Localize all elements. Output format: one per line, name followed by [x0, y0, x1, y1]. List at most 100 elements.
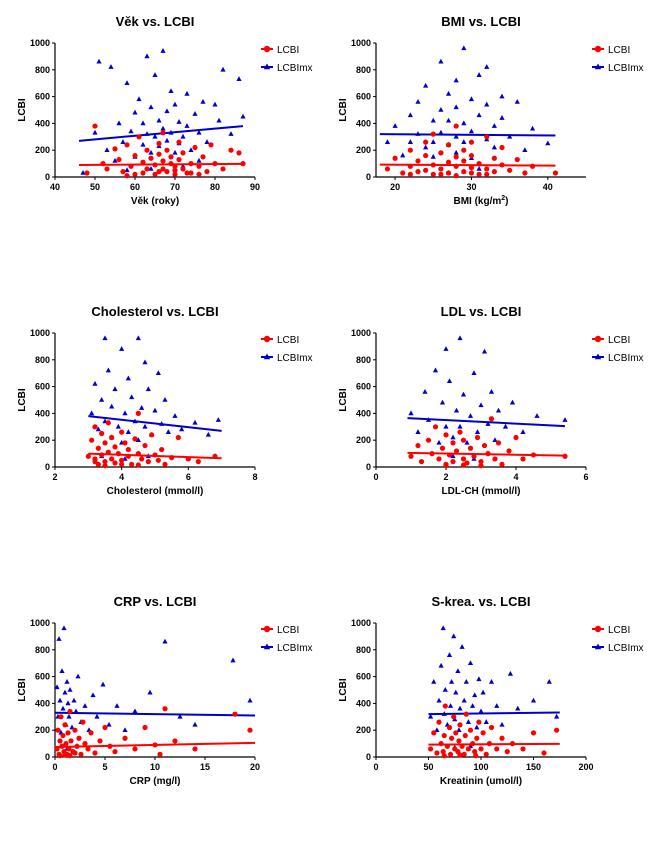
lcbi-point	[415, 169, 421, 175]
lcbi-point	[453, 123, 459, 129]
lcbi-point	[192, 144, 198, 151]
lcbi-point	[463, 711, 469, 717]
legend-label: LCBImx	[277, 643, 313, 654]
lcbi-point	[112, 444, 118, 450]
lcbi-point	[492, 456, 498, 462]
lcbi-point	[168, 154, 174, 160]
lcbimx-point	[545, 140, 551, 146]
lcbimx-point	[456, 727, 462, 732]
lcbimx-point	[152, 72, 158, 77]
lcbi-point	[461, 751, 467, 757]
y-tick-label: 0	[45, 752, 50, 762]
lcbi-point	[144, 147, 150, 153]
y-tick-label: 400	[356, 698, 371, 708]
lcbimx-point	[430, 117, 436, 123]
lcbi-point	[461, 169, 467, 175]
lcbi-point	[484, 134, 490, 140]
lcbimx-point	[461, 697, 467, 703]
trend-line-lcbi	[88, 452, 222, 460]
lcbi-point	[451, 714, 457, 720]
lcbimx-point	[216, 117, 222, 123]
lcbi-point	[461, 147, 467, 153]
lcbimx-point	[155, 370, 161, 375]
lcbi-point	[125, 446, 131, 453]
legend-marker-circle	[263, 45, 271, 53]
lcbi-point	[552, 170, 559, 176]
lcbi-point	[491, 169, 497, 175]
lcbimx-point	[142, 423, 148, 429]
lcbimx-point	[509, 399, 516, 405]
lcbi-point	[520, 746, 526, 752]
lcbi-point	[159, 446, 165, 453]
lcbi-point	[456, 738, 462, 744]
x-axis-label-text: CRP (mg/l)	[130, 776, 181, 787]
y-tick-label: 800	[35, 645, 50, 655]
lcbimx-point	[476, 72, 482, 77]
y-axis-label: LCBI	[338, 388, 349, 412]
y-tick-label: 0	[366, 462, 371, 472]
y-tick-label: 800	[35, 355, 50, 365]
lcbi-point	[436, 719, 442, 725]
lcbimx-point	[184, 123, 190, 128]
lcbi-point	[192, 746, 198, 752]
lcbi-point	[430, 171, 436, 177]
lcbimx-point	[109, 403, 115, 409]
lcbimx-point	[104, 147, 110, 152]
trend-line-lcbi	[407, 451, 566, 457]
lcbimx-point	[165, 429, 171, 434]
lcbi-point	[160, 166, 166, 172]
lcbimx-point	[472, 692, 478, 698]
series-lcbi	[407, 416, 568, 469]
lcbi-point	[460, 456, 467, 462]
lcbi-point	[136, 134, 142, 140]
lcbi-point	[499, 735, 505, 741]
lcbi-point	[407, 147, 413, 153]
lcbimx-point	[520, 429, 526, 434]
legend-label: LCBI	[608, 625, 630, 636]
lcbimx-point	[56, 636, 62, 641]
x-tick-label: 4	[119, 472, 124, 482]
lcbimx-point	[485, 421, 491, 426]
x-tick-label: 30	[466, 182, 476, 192]
lcbimx-point	[204, 139, 210, 144]
lcbimx-point	[132, 708, 138, 714]
lcbimx-point	[438, 58, 444, 64]
lcbi-point	[453, 448, 460, 454]
lcbimx-point	[192, 111, 198, 116]
chart-svg: Cholesterol vs. LCBI 0 200 400 600 800 1000 2 4 6…	[17, 304, 313, 497]
lcbimx-point	[446, 652, 453, 657]
x-tick-label: 0	[373, 472, 378, 482]
lcbimx-point	[192, 721, 198, 727]
x-axis-label-end: )	[505, 196, 508, 207]
lcbimx-point	[179, 426, 185, 432]
lcbi-point	[453, 730, 459, 736]
x-tick-label: 70	[170, 182, 180, 192]
lcbi-point	[200, 154, 206, 160]
legend-marker-triangle	[594, 63, 602, 70]
lcbimx-point	[407, 112, 413, 118]
lcbimx-point	[152, 407, 158, 413]
lcbimx-point	[457, 423, 463, 429]
lcbimx-point	[453, 133, 459, 139]
lcbimx-point	[481, 348, 488, 354]
lcbimx-point	[484, 101, 490, 107]
lcbimx-point	[62, 689, 68, 695]
x-tick-label: 80	[210, 182, 220, 192]
lcbi-point	[441, 732, 447, 739]
y-axis-label: LCBI	[338, 678, 349, 702]
series-lcbimx	[428, 625, 560, 750]
y-tick-label: 400	[35, 698, 50, 708]
lcbi-point	[139, 456, 145, 462]
lcbimx-point	[400, 152, 406, 158]
x-tick-label: 100	[473, 762, 488, 772]
y-tick-label: 200	[35, 725, 50, 735]
lcbi-point	[85, 453, 91, 459]
lcbi-point	[78, 751, 84, 757]
lcbimx-point	[499, 721, 505, 727]
lcbimx-point	[502, 423, 509, 429]
lcbimx-point	[212, 101, 218, 107]
series-lcbi	[85, 410, 222, 469]
x-tick-label: 40	[50, 182, 60, 192]
lcbi-point	[119, 461, 125, 467]
lcbi-point	[132, 746, 138, 752]
